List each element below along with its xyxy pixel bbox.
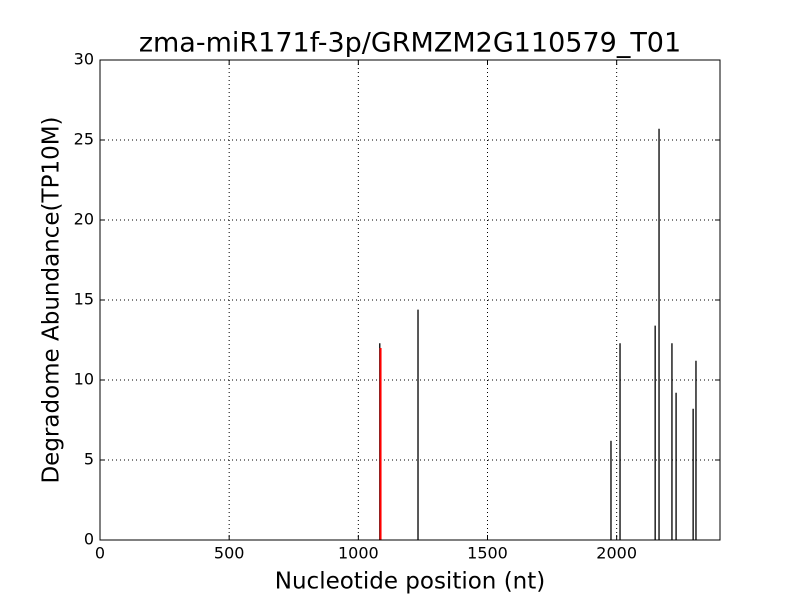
- y-tick-label: 30: [74, 50, 94, 69]
- axes-frame: [99, 59, 721, 541]
- x-tick-label: 1000: [338, 544, 379, 563]
- x-tick-label: 2000: [596, 544, 637, 563]
- y-axis-label: Degradome Abundance(TP10M): [39, 116, 65, 483]
- y-tick-label: 10: [74, 370, 94, 389]
- x-tick-label: 1500: [467, 544, 508, 563]
- y-tick-label: 15: [74, 290, 94, 309]
- x-tick-label: 500: [214, 544, 245, 563]
- y-tick-label: 20: [74, 210, 94, 229]
- x-axis-label: Nucleotide position (nt): [275, 569, 545, 595]
- y-tick-label: 25: [74, 130, 94, 149]
- x-tick-label: 0: [95, 544, 105, 563]
- y-tick-label: 0: [84, 530, 94, 549]
- y-tick-label: 5: [84, 450, 94, 469]
- chart-title: zma-miR171f-3p/GRMZM2G110579_T01: [139, 28, 681, 59]
